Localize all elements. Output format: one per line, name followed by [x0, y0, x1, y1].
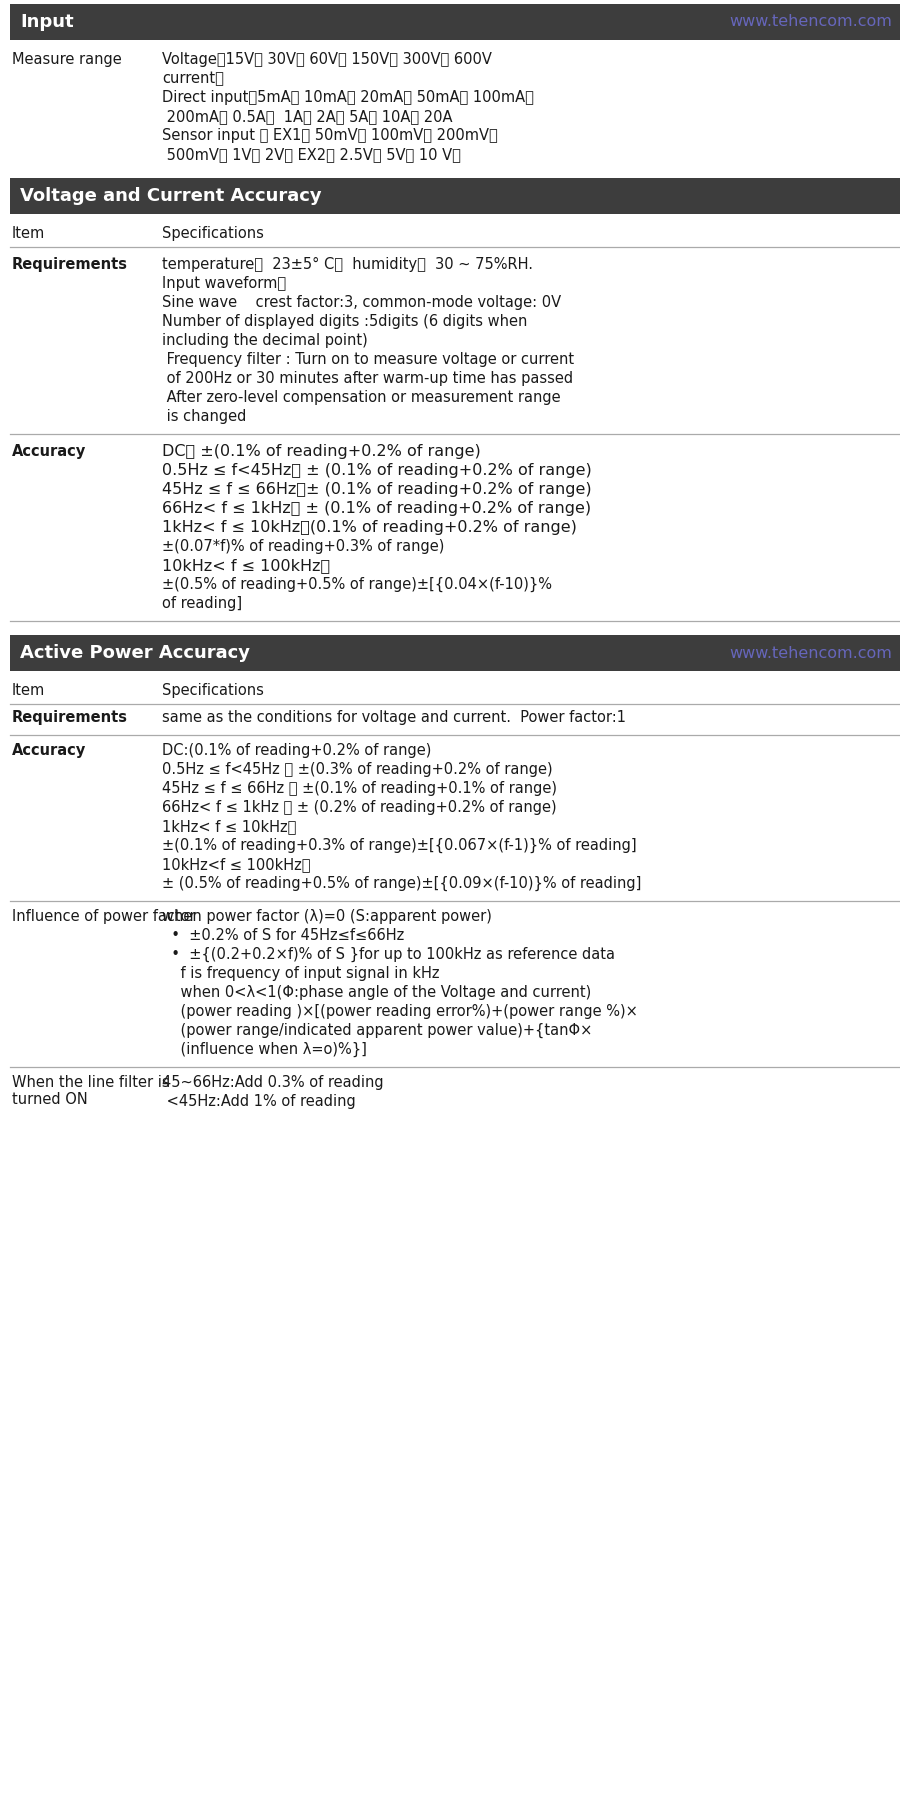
- Text: ±(0.1% of reading+0.3% of range)±[{0.067×(f-1)}% of reading]: ±(0.1% of reading+0.3% of range)±[{0.067…: [162, 837, 636, 854]
- Text: When the line filter is
turned ON: When the line filter is turned ON: [12, 1076, 169, 1107]
- Text: 200mA， 0.5A，  1A， 2A， 5A， 10A， 20A: 200mA， 0.5A， 1A， 2A， 5A， 10A， 20A: [162, 109, 453, 124]
- Text: ±(0.07*f)% of reading+0.3% of range): ±(0.07*f)% of reading+0.3% of range): [162, 539, 445, 553]
- Text: Requirements: Requirements: [12, 710, 128, 724]
- Text: Item: Item: [12, 226, 45, 240]
- Text: Frequency filter : Turn on to measure voltage or current: Frequency filter : Turn on to measure vo…: [162, 351, 574, 368]
- Text: Direct input：5mA， 10mA， 20mA， 50mA， 100mA，: Direct input：5mA， 10mA， 20mA， 50mA， 100m…: [162, 89, 534, 106]
- Text: Sine wave    crest factor:3, common-mode voltage: 0V: Sine wave crest factor:3, common-mode vo…: [162, 295, 561, 309]
- Text: After zero-level compensation or measurement range: After zero-level compensation or measure…: [162, 389, 561, 406]
- Text: when 0<λ<1(Φ:phase angle of the Voltage and current): when 0<λ<1(Φ:phase angle of the Voltage …: [162, 985, 591, 999]
- Text: ±(0.5% of reading+0.5% of range)±[{0.04×(f-10)}%: ±(0.5% of reading+0.5% of range)±[{0.04×…: [162, 577, 552, 592]
- Text: 1kHz< f ≤ 10kHz：(0.1% of reading+0.2% of range): 1kHz< f ≤ 10kHz：(0.1% of reading+0.2% of…: [162, 521, 577, 535]
- Text: 0.5Hz ≤ f<45Hz ； ±(0.3% of reading+0.2% of range): 0.5Hz ≤ f<45Hz ； ±(0.3% of reading+0.2% …: [162, 763, 553, 777]
- Text: Sensor input ； EX1： 50mV， 100mV， 200mV，: Sensor input ； EX1： 50mV， 100mV， 200mV，: [162, 127, 498, 144]
- Text: <45Hz:Add 1% of reading: <45Hz:Add 1% of reading: [162, 1094, 356, 1108]
- Text: 45Hz ≤ f ≤ 66Hz ； ±(0.1% of reading+0.1% of range): 45Hz ≤ f ≤ 66Hz ； ±(0.1% of reading+0.1%…: [162, 781, 557, 795]
- Text: DC： ±(0.1% of reading+0.2% of range): DC： ±(0.1% of reading+0.2% of range): [162, 444, 481, 459]
- Text: Requirements: Requirements: [12, 257, 128, 271]
- Text: www.tehencom.com: www.tehencom.com: [729, 646, 892, 661]
- Text: (influence when λ=o)%}]: (influence when λ=o)%}]: [162, 1043, 367, 1057]
- Text: Active Power Accuracy: Active Power Accuracy: [20, 644, 250, 662]
- Text: www.tehencom.com: www.tehencom.com: [729, 15, 892, 29]
- Text: temperature：  23±5° C，  humidity：  30 ~ 75%RH.: temperature： 23±5° C， humidity： 30 ~ 75%…: [162, 257, 533, 271]
- Text: 66Hz< f ≤ 1kHz ； ± (0.2% of reading+0.2% of range): 66Hz< f ≤ 1kHz ； ± (0.2% of reading+0.2%…: [162, 801, 556, 815]
- Text: Input waveform：: Input waveform：: [162, 277, 286, 291]
- Text: Item: Item: [12, 682, 45, 699]
- Text: Input: Input: [20, 13, 74, 31]
- Text: 500mV， 1V， 2V； EX2： 2.5V， 5V， 10 V。: 500mV， 1V， 2V； EX2： 2.5V， 5V， 10 V。: [162, 147, 461, 162]
- Text: 0.5Hz ≤ f<45Hz： ± (0.1% of reading+0.2% of range): 0.5Hz ≤ f<45Hz： ± (0.1% of reading+0.2% …: [162, 462, 592, 479]
- Text: including the decimal point): including the decimal point): [162, 333, 368, 348]
- Text: current：: current：: [162, 71, 224, 86]
- Bar: [10, 4, 900, 40]
- Text: Specifications: Specifications: [162, 682, 264, 699]
- Text: 1kHz< f ≤ 10kHz：: 1kHz< f ≤ 10kHz：: [162, 819, 296, 834]
- Text: of reading]: of reading]: [162, 595, 242, 612]
- Text: Accuracy: Accuracy: [12, 743, 86, 757]
- Text: of 200Hz or 30 minutes after warm-up time has passed: of 200Hz or 30 minutes after warm-up tim…: [162, 371, 573, 386]
- Text: 45Hz ≤ f ≤ 66Hz：± (0.1% of reading+0.2% of range): 45Hz ≤ f ≤ 66Hz：± (0.1% of reading+0.2% …: [162, 482, 591, 497]
- Text: •  ±0.2% of S for 45Hz≤f≤66Hz: • ±0.2% of S for 45Hz≤f≤66Hz: [162, 928, 404, 943]
- Text: Voltage and Current Accuracy: Voltage and Current Accuracy: [20, 187, 321, 206]
- Text: Influence of power factor: Influence of power factor: [12, 908, 195, 925]
- Text: Voltage：15V， 30V， 60V， 150V， 300V， 600V: Voltage：15V， 30V， 60V， 150V， 300V， 600V: [162, 53, 492, 67]
- Text: (power range/indicated apparent power value)+{tanΦ×: (power range/indicated apparent power va…: [162, 1023, 592, 1037]
- Text: (power reading )×[(power reading error%)+(power range %)×: (power reading )×[(power reading error%)…: [162, 1005, 638, 1019]
- Text: 66Hz< f ≤ 1kHz： ± (0.1% of reading+0.2% of range): 66Hz< f ≤ 1kHz： ± (0.1% of reading+0.2% …: [162, 501, 591, 517]
- Text: Specifications: Specifications: [162, 226, 264, 240]
- Bar: [10, 635, 900, 672]
- Text: same as the conditions for voltage and current.  Power factor:1: same as the conditions for voltage and c…: [162, 710, 626, 724]
- Text: DC:(0.1% of reading+0.2% of range): DC:(0.1% of reading+0.2% of range): [162, 743, 431, 757]
- Text: ± (0.5% of reading+0.5% of range)±[{0.09×(f-10)}% of reading]: ± (0.5% of reading+0.5% of range)±[{0.09…: [162, 875, 642, 892]
- Text: f is frequency of input signal in kHz: f is frequency of input signal in kHz: [162, 966, 439, 981]
- Bar: [10, 178, 900, 215]
- Text: •  ±{(0.2+0.2×f)% of S }for up to 100kHz as reference data: • ±{(0.2+0.2×f)% of S }for up to 100kHz …: [162, 946, 615, 963]
- Text: when power factor (λ)=0 (S:apparent power): when power factor (λ)=0 (S:apparent powe…: [162, 908, 492, 925]
- Text: Accuracy: Accuracy: [12, 444, 86, 459]
- Text: 45~66Hz:Add 0.3% of reading: 45~66Hz:Add 0.3% of reading: [162, 1076, 383, 1090]
- Text: 10kHz<f ≤ 100kHz：: 10kHz<f ≤ 100kHz：: [162, 857, 310, 872]
- Text: Number of displayed digits :5digits (6 digits when: Number of displayed digits :5digits (6 d…: [162, 315, 527, 329]
- Text: is changed: is changed: [162, 410, 247, 424]
- Text: 10kHz< f ≤ 100kHz：: 10kHz< f ≤ 100kHz：: [162, 559, 330, 573]
- Text: Measure range: Measure range: [12, 53, 122, 67]
